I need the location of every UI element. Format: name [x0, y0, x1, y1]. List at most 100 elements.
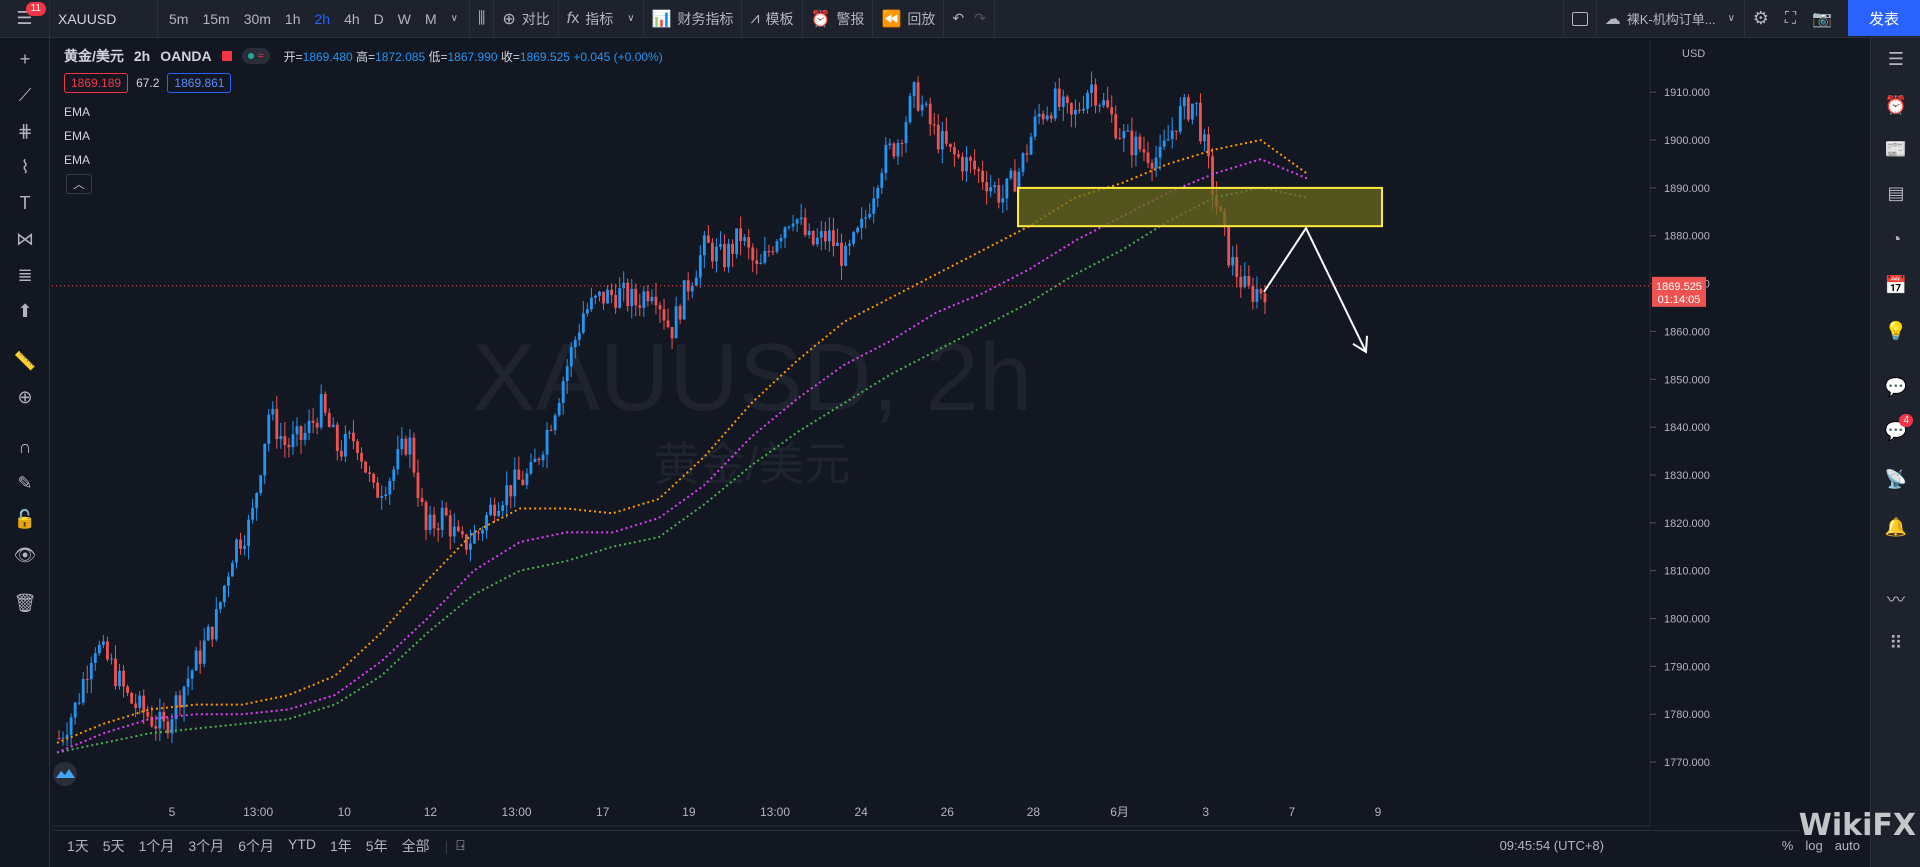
alert-button[interactable]: ⏰ 警报	[803, 0, 874, 38]
lock-icon[interactable]: 🔓	[13, 508, 37, 529]
dom-icon[interactable]: ⠿	[1889, 632, 1903, 653]
flag-icon[interactable]	[221, 51, 232, 61]
sell-price-button[interactable]: 1869.189	[64, 73, 129, 93]
ema-slow-line	[56, 186, 1308, 754]
trash-icon[interactable]: 🗑	[13, 592, 37, 613]
financials-button[interactable]: 📊 财务指标	[644, 0, 743, 38]
candle-body	[525, 473, 529, 485]
trading-panel-icon[interactable]: 〰	[1887, 590, 1905, 610]
candle-body	[795, 219, 799, 224]
clock-timezone[interactable]: 09:45:54 (UTC+8)	[1499, 838, 1604, 853]
interval-2h[interactable]: 2h	[314, 10, 331, 27]
alarm-clock-icon[interactable]: ⏰	[1884, 94, 1908, 115]
crosshair-icon[interactable]: +	[19, 48, 31, 69]
interval-D[interactable]: D	[373, 10, 384, 27]
range-button[interactable]: 5天	[102, 837, 125, 854]
hotlist-icon[interactable]: ◔	[1890, 228, 1902, 249]
interval-1h[interactable]: 1h	[284, 10, 301, 27]
interval-30m[interactable]: 30m	[243, 10, 271, 27]
magnet-icon[interactable]: ∩	[18, 436, 32, 457]
candle-body	[110, 658, 113, 660]
price-chart[interactable]: XAUUSD, 2h 黄金/美元 1770.000 1780.000 1790.000 1…	[52, 40, 1800, 840]
log-toggle[interactable]: log	[1805, 838, 1823, 853]
fullscreen-button[interactable]: ⛶	[1777, 0, 1804, 38]
candle-body	[1243, 275, 1247, 288]
percent-toggle[interactable]: %	[1781, 838, 1794, 853]
zoom-in-icon[interactable]: ⊕	[17, 386, 33, 407]
chat-icon[interactable]: 💬	[1884, 376, 1908, 397]
candle-body	[114, 658, 117, 687]
market-status-pill[interactable]: ≈	[241, 48, 270, 64]
eye-icon[interactable]: 👁	[13, 544, 37, 565]
private-chat-icon[interactable]: 💬 4	[1879, 414, 1913, 446]
wikifx-watermark: WikiFX	[1798, 808, 1916, 843]
symbol-search[interactable]: XAUUSD	[50, 0, 158, 38]
ideas-icon[interactable]: 💡	[1884, 320, 1908, 341]
tradingview-logo-icon	[53, 762, 77, 786]
arrow-up-icon[interactable]: ⬆	[17, 300, 33, 321]
notification-bell-icon[interactable]: 🔔	[1884, 516, 1908, 537]
pattern-icon[interactable]: ⌇	[20, 156, 30, 177]
candle-body	[1166, 139, 1170, 141]
interval-M[interactable]: M	[425, 10, 437, 27]
indicator-ema-2[interactable]: EMA	[64, 129, 91, 143]
range-button[interactable]: 1个月	[138, 837, 175, 854]
interval-15m[interactable]: 15m	[202, 10, 230, 27]
range-button[interactable]: 3个月	[188, 837, 225, 854]
y-tick-label: 1790.000	[1664, 661, 1710, 673]
indicator-ema-1[interactable]: EMA	[64, 105, 91, 119]
candle-body	[948, 143, 952, 148]
xabcd-pattern-icon[interactable]: ⋈	[16, 228, 34, 249]
indicators-button[interactable]: fx 指标 ∨	[559, 0, 644, 38]
pencil-lock-icon[interactable]: ✎	[17, 472, 33, 493]
templates-button[interactable]: ⩘ 模板	[742, 0, 803, 38]
menu-button[interactable]: ☰ 11	[0, 0, 50, 38]
text-icon[interactable]: T	[19, 192, 31, 213]
collapse-legend-button[interactable]: ︿	[66, 174, 92, 194]
redo-icon[interactable]: ↷	[974, 10, 986, 26]
range-button[interactable]: 1年	[329, 837, 352, 854]
interval-4h[interactable]: 4h	[344, 10, 360, 27]
range-button[interactable]: 5年	[365, 837, 388, 854]
gear-icon: ⚙	[1752, 8, 1769, 28]
chart-type-button[interactable]: ⫼	[470, 0, 495, 38]
news-icon[interactable]: 📰	[1884, 138, 1908, 159]
compare-button[interactable]: ⊕ 对比	[494, 0, 559, 38]
snapshot-button[interactable]: 📷	[1804, 0, 1840, 38]
indicator-ema-3[interactable]: EMA	[64, 153, 91, 167]
candle-body	[553, 415, 557, 431]
candle-body	[1146, 152, 1150, 163]
range-button[interactable]: YTD	[287, 835, 316, 852]
range-button[interactable]: 6个月	[238, 837, 274, 854]
watchlist-icon[interactable]: ☰	[1887, 48, 1905, 69]
interval-5m[interactable]: 5m	[169, 10, 189, 27]
candle-body	[1045, 115, 1049, 120]
range-button[interactable]: 1天	[67, 837, 89, 854]
candle-body	[957, 154, 960, 157]
projection-icon[interactable]: ≣	[17, 264, 33, 285]
chart-legend: 黄金/美元 2h OANDA ≈ 开=1869.480 高=1872.085 低…	[64, 46, 663, 66]
separator: |	[444, 837, 449, 854]
buy-price-button[interactable]: 1869.861	[167, 73, 232, 93]
settings-button[interactable]: ⚙	[1745, 0, 1777, 38]
trend-line-icon[interactable]: ⟋	[18, 84, 32, 105]
auto-toggle[interactable]: auto	[1834, 838, 1860, 853]
chevron-down-icon[interactable]: ∨	[450, 13, 458, 24]
layout-toggle-button[interactable]	[1562, 0, 1597, 38]
interval-W[interactable]: W	[397, 10, 411, 27]
candle-body	[928, 103, 932, 125]
calendar-icon[interactable]: 📅	[1884, 274, 1908, 295]
layout-name-button[interactable]: ☁ 裸K-机构订单... ∨	[1597, 0, 1745, 38]
undo-icon[interactable]: ↶	[952, 10, 965, 26]
publish-button[interactable]: 发表	[1848, 0, 1920, 36]
goto-date-icon[interactable]: ⍈	[456, 837, 465, 853]
ruler-icon[interactable]: 📏	[13, 350, 37, 371]
replay-button[interactable]: ⏪ 回放	[873, 0, 945, 38]
candle-body	[307, 420, 311, 433]
data-window-icon[interactable]: ▤	[1887, 182, 1905, 203]
candle-body	[122, 670, 125, 687]
pitchfork-icon[interactable]: ⋕	[17, 120, 33, 141]
range-button[interactable]: 全部	[401, 837, 430, 854]
candle-body	[198, 650, 202, 664]
broadcast-icon[interactable]: 📡	[1884, 468, 1908, 489]
